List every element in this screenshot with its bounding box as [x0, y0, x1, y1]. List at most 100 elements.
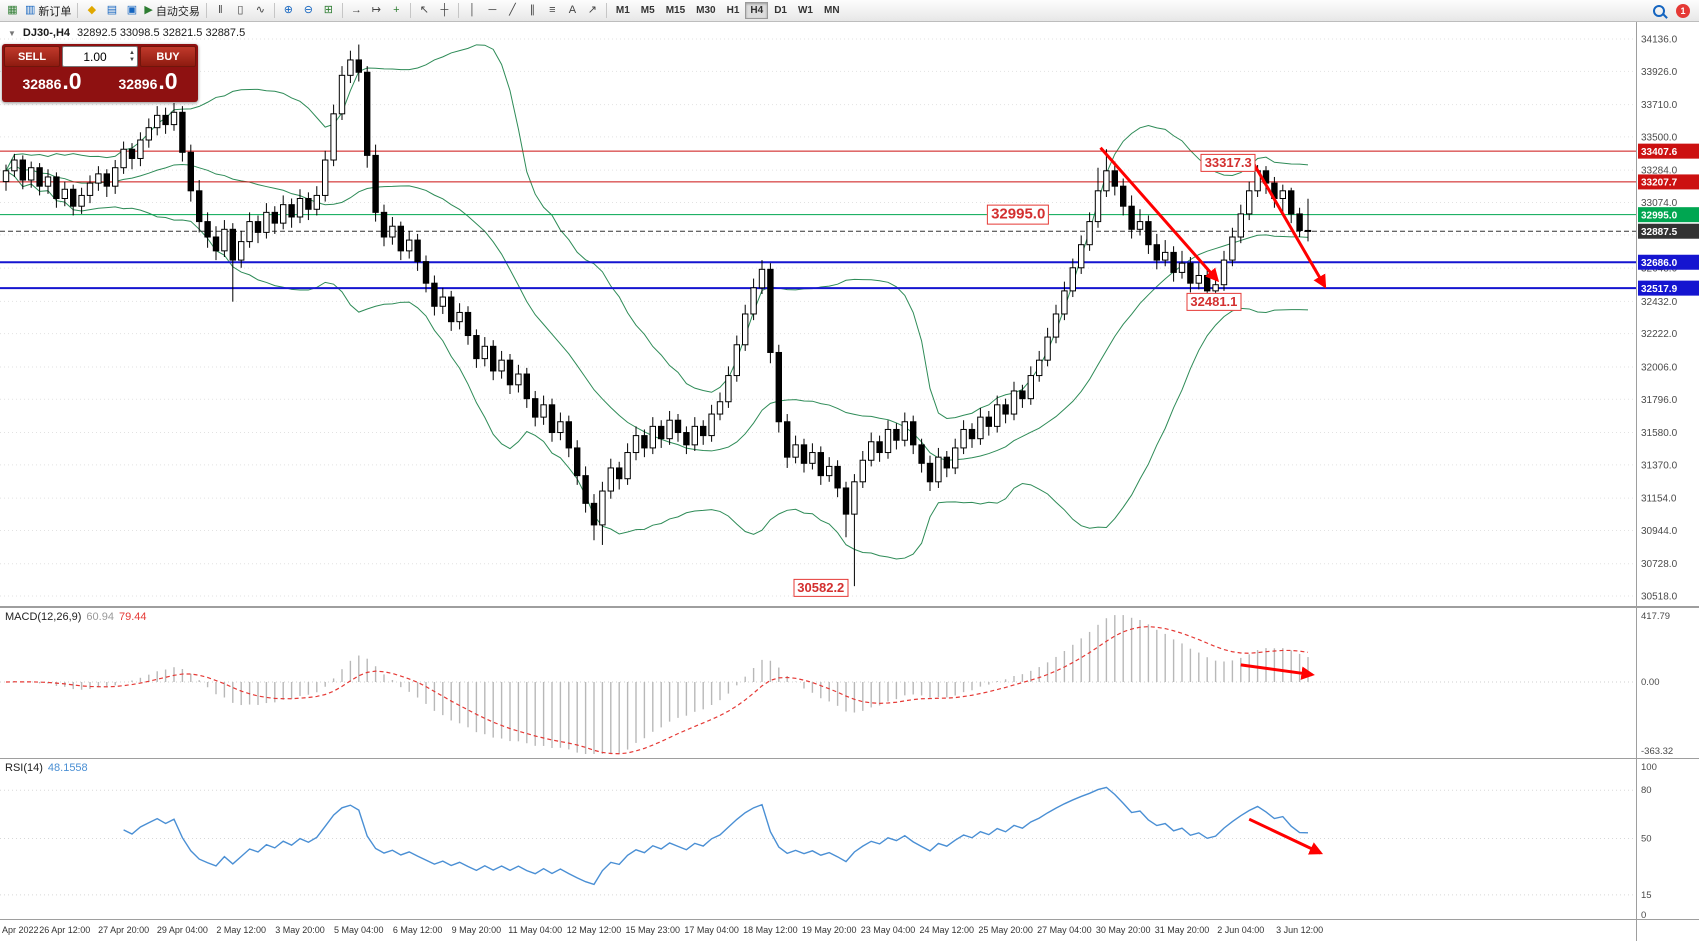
new-chart-button[interactable]: ▦ — [3, 2, 22, 20]
svg-text:33500.0: 33500.0 — [1641, 132, 1678, 143]
auto-trading-button[interactable]: ▶ 自动交易 — [142, 2, 201, 20]
svg-text:100: 100 — [1641, 762, 1657, 773]
time-label: 29 Apr 04:00 — [156, 925, 208, 935]
svg-text:33284.0: 33284.0 — [1641, 166, 1678, 177]
horizontal-line-button[interactable]: ─ — [483, 2, 502, 20]
timeframe-d1[interactable]: D1 — [769, 2, 792, 19]
price-annotation[interactable]: 33317.3 — [1200, 153, 1256, 173]
bar-chart-button[interactable]: ‖ — [211, 2, 230, 20]
price-annotation[interactable]: 32995.0 — [987, 204, 1050, 226]
horizontal-line-icon: ─ — [488, 4, 497, 16]
time-label: 31 May 20:00 — [1154, 925, 1210, 935]
fibonacci-button[interactable]: ≡ — [543, 2, 562, 20]
trendline-icon: ╱ — [509, 4, 516, 16]
timeframe-h1[interactable]: H1 — [722, 2, 745, 19]
new-chart-icon: ▦ — [7, 4, 18, 16]
text-label-button[interactable]: A — [563, 2, 582, 20]
symbol-period: DJ30-,H4 — [22, 27, 70, 39]
svg-text:-363.32: -363.32 — [1641, 746, 1673, 757]
svg-text:30728.0: 30728.0 — [1641, 559, 1678, 570]
equidistant-channel-button[interactable]: ∥ — [523, 2, 542, 20]
zoom-in-button[interactable]: ⊕ — [279, 2, 298, 20]
svg-text:50: 50 — [1641, 834, 1652, 845]
volume-down-icon[interactable]: ▼ — [129, 56, 135, 63]
arrows-tool-button[interactable]: ↗ — [583, 2, 602, 20]
fibonacci-icon: ≡ — [549, 4, 556, 16]
svg-text:417.79: 417.79 — [1641, 611, 1670, 622]
candlestick-chart-button[interactable]: ▯ — [231, 2, 250, 20]
new-order-icon: ▥ — [25, 4, 36, 16]
new-order-button[interactable]: ▥ 新订单 — [23, 2, 73, 20]
toolbar-separator — [409, 3, 411, 18]
data-window-button[interactable]: ▣ — [122, 2, 141, 20]
chart-shift-button[interactable]: ↦ — [367, 2, 386, 20]
zoom-out-button[interactable]: ⊖ — [299, 2, 318, 20]
market-watch-button[interactable]: ▤ — [102, 2, 121, 20]
timeframe-m15[interactable]: M15 — [661, 2, 690, 19]
time-label: 15 May 23:00 — [625, 925, 681, 935]
axis-separator — [1636, 920, 1637, 941]
price-chart[interactable]: 34136.0 33926.0 33710.0 33500.0 33284.0 33074… — [0, 22, 1699, 607]
price-annotation[interactable]: 30582.2 — [793, 578, 849, 598]
svg-text:32432.0: 32432.0 — [1641, 297, 1678, 308]
timeframe-h4[interactable]: H4 — [745, 2, 769, 19]
indicators-add-button[interactable]: + — [387, 2, 406, 20]
svg-text:80: 80 — [1641, 785, 1652, 796]
trendline-button[interactable]: ╱ — [503, 2, 522, 20]
volume-input-wrap: ▲ ▼ — [62, 46, 138, 67]
auto-scroll-button[interactable]: → — [347, 2, 366, 20]
svg-text:0.00: 0.00 — [1641, 677, 1660, 688]
timeframe-m30[interactable]: M30 — [691, 2, 720, 19]
svg-text:33926.0: 33926.0 — [1641, 67, 1678, 78]
search-button[interactable] — [1649, 2, 1668, 20]
svg-text:34136.0: 34136.0 — [1641, 34, 1678, 45]
zoom-out-icon: ⊖ — [303, 4, 313, 16]
timeframe-m1[interactable]: M1 — [611, 2, 635, 19]
trend-arrow[interactable] — [1240, 663, 1315, 680]
macd-label: MACD(12,26,9) 60.94 79.44 — [5, 611, 147, 623]
buy-button[interactable]: BUY — [140, 46, 196, 67]
timeframe-w1[interactable]: W1 — [793, 2, 818, 19]
cursor-button[interactable]: ↖ — [415, 2, 434, 20]
time-label: 17 May 04:00 — [684, 925, 739, 935]
toolbar-separator — [457, 3, 459, 18]
svg-text:33710.0: 33710.0 — [1641, 100, 1678, 111]
collapse-icon[interactable]: ▼ — [8, 28, 16, 38]
time-label: 2 Jun 04:00 — [1217, 925, 1265, 935]
vertical-line-icon: │ — [468, 4, 476, 16]
auto-scroll-icon: → — [350, 4, 362, 16]
time-label: 9 May 20:00 — [451, 925, 502, 935]
time-label: 27 May 04:00 — [1037, 925, 1092, 935]
vertical-line-button[interactable]: │ — [463, 2, 482, 20]
profile-button[interactable]: ◆ — [82, 2, 101, 20]
macd-panel[interactable]: 417.79 0.00 -363.32 — [0, 607, 1699, 758]
time-axis[interactable]: Apr 2022 26 Apr 12:00 27 Apr 20:00 29 Apr 0… — [0, 919, 1699, 941]
rsi-panel[interactable]: 100 80 50 15 0 — [0, 758, 1699, 919]
bar-chart-icon: ‖ — [218, 4, 223, 16]
trend-arrow[interactable] — [1248, 817, 1324, 855]
sell-button[interactable]: SELL — [4, 46, 60, 67]
toolbar-separator — [605, 3, 607, 18]
notification-badge[interactable]: 1 — [1676, 3, 1690, 18]
price-annotation[interactable]: 32481.1 — [1186, 292, 1242, 311]
trend-arrow[interactable] — [1099, 146, 1220, 283]
text-label-icon: A — [568, 4, 577, 16]
svg-text:30944.0: 30944.0 — [1641, 526, 1678, 537]
time-label: 3 Jun 12:00 — [1276, 925, 1324, 935]
svg-text:30518.0: 30518.0 — [1641, 592, 1678, 603]
svg-text:31580.0: 31580.0 — [1641, 428, 1678, 439]
volume-up-icon[interactable]: ▲ — [129, 49, 135, 56]
auto-trading-label: 自动交易 — [155, 5, 200, 18]
svg-text:32995.0: 32995.0 — [1641, 210, 1678, 221]
trend-arrow[interactable] — [1252, 163, 1327, 289]
line-chart-button[interactable]: ∿ — [251, 2, 270, 20]
tile-windows-button[interactable]: ⊞ — [319, 2, 338, 20]
volume-input[interactable] — [63, 49, 128, 64]
svg-text:33407.6: 33407.6 — [1641, 147, 1678, 158]
time-label: 2 May 12:00 — [216, 925, 266, 935]
timeframe-mn[interactable]: MN — [819, 2, 845, 19]
crosshair-button[interactable]: ┼ — [435, 2, 454, 20]
time-label: 6 May 12:00 — [392, 925, 443, 935]
svg-text:31796.0: 31796.0 — [1641, 395, 1678, 406]
timeframe-m5[interactable]: M5 — [636, 2, 660, 19]
